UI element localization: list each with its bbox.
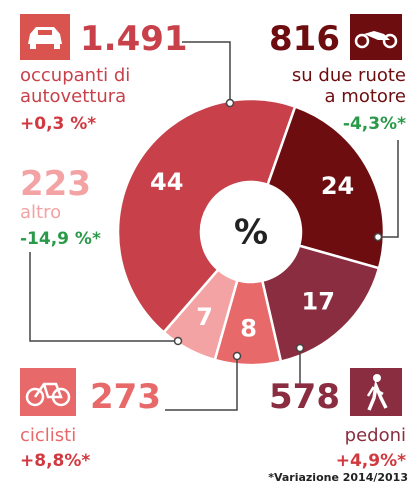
count: 223: [20, 164, 91, 204]
category-label: altro: [20, 202, 62, 223]
car-icon: [20, 14, 70, 60]
count: 578: [269, 377, 340, 417]
footnote: *Variazione 2014/2013: [268, 471, 408, 484]
leader-line: [29, 252, 178, 342]
category-label: pedoni: [344, 425, 406, 446]
bicycle-icon: [20, 368, 76, 416]
leader-line: [378, 140, 399, 238]
dot: [373, 232, 383, 242]
leader-line: [165, 356, 238, 411]
pie-slice: [266, 104, 386, 270]
dot: [295, 343, 305, 353]
pedestrian-icon: [350, 368, 402, 416]
count: 816: [269, 19, 340, 59]
slice-label: 7: [196, 303, 213, 331]
dot: [173, 336, 183, 346]
donut: 44 24 17 87%: [116, 97, 386, 367]
leader-lines: [29, 41, 399, 411]
change: -4,3%*: [342, 114, 406, 134]
change: +8,8%*: [20, 451, 91, 471]
center-label: %: [234, 213, 268, 253]
slice-label: 44: [150, 168, 183, 196]
count: 1.491: [80, 19, 188, 59]
change: +4,9%*: [335, 451, 406, 471]
pie-slice: [116, 97, 297, 335]
category-label: ciclisti: [20, 425, 77, 446]
motorcycle-icon: [350, 14, 402, 60]
change: +0,3 %*: [20, 114, 97, 134]
category-label: su due ruote a motore: [291, 65, 406, 107]
pie-slice: [161, 267, 239, 362]
slice-label: 24: [321, 172, 354, 200]
slice-label: 17: [302, 288, 335, 316]
leader-dots: [173, 98, 383, 361]
leader-line: [182, 41, 231, 103]
dot: [232, 351, 242, 361]
pie-slice: [260, 244, 381, 364]
dot: [225, 98, 235, 108]
slice-label: 8: [240, 314, 257, 342]
count: 273: [90, 377, 161, 417]
category-label: occupanti di autovettura: [20, 65, 131, 107]
change: -14,9 %*: [20, 229, 101, 249]
